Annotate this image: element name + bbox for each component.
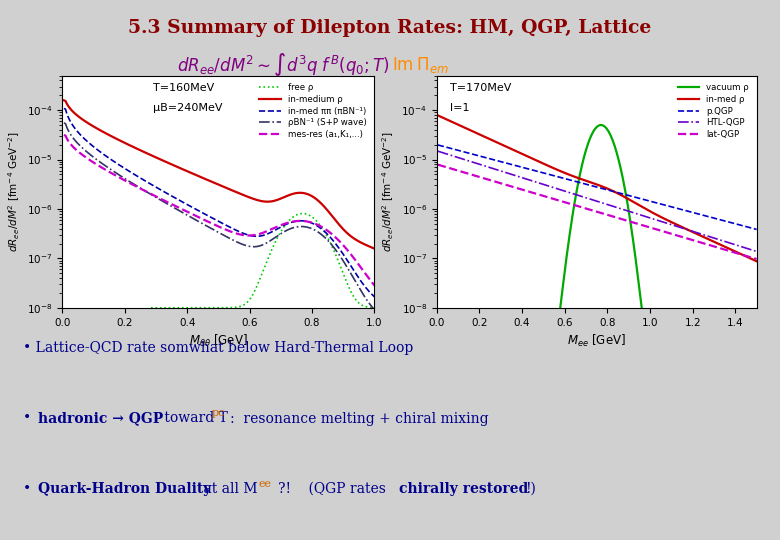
Text: toward T: toward T — [160, 411, 228, 426]
Text: ?!    (QGP rates: ?! (QGP rates — [278, 482, 390, 496]
Text: μB=240MeV: μB=240MeV — [153, 104, 222, 113]
Text: $dR_{ee}/dM^2 \sim \int d^3q\; f^{\,B}(q_0;T)\;$: $dR_{ee}/dM^2 \sim \int d^3q\; f^{\,B}(q… — [177, 51, 390, 78]
Text: l=1: l=1 — [449, 104, 469, 113]
Legend: vacuum ρ, in-med ρ, p.QGP, HTL-QGP, lat-QGP: vacuum ρ, in-med ρ, p.QGP, HTL-QGP, lat-… — [674, 80, 752, 142]
Text: at all M: at all M — [199, 482, 257, 496]
Y-axis label: $dR_{ee}/dM^2$ [fm$^{-4}$ GeV$^{-2}$]: $dR_{ee}/dM^2$ [fm$^{-4}$ GeV$^{-2}$] — [381, 131, 396, 252]
Text: 5.3 Summary of Dilepton Rates: HM, QGP, Lattice: 5.3 Summary of Dilepton Rates: HM, QGP, … — [129, 19, 651, 37]
Text: • Lattice-QCD rate somwhat below Hard-Thermal Loop: • Lattice-QCD rate somwhat below Hard-Th… — [23, 341, 413, 355]
X-axis label: $M_{\theta\theta}$ [GeV]: $M_{\theta\theta}$ [GeV] — [189, 333, 248, 349]
Text: •: • — [23, 482, 36, 496]
Text: T=160MeV: T=160MeV — [153, 83, 214, 92]
Text: ee: ee — [259, 478, 272, 489]
X-axis label: $M_{ee}$ [GeV]: $M_{ee}$ [GeV] — [567, 333, 626, 349]
Text: pc: pc — [212, 408, 225, 418]
Text: •: • — [23, 411, 36, 426]
Text: :  resonance melting + chiral mixing: : resonance melting + chiral mixing — [230, 411, 489, 426]
Y-axis label: $dR_{ee}/dM^2$ [fm$^{-4}$ GeV$^{-2}$]: $dR_{ee}/dM^2$ [fm$^{-4}$ GeV$^{-2}$] — [6, 131, 22, 252]
Text: $\mathrm{Im}\;\Pi_{em}$: $\mathrm{Im}\;\Pi_{em}$ — [392, 55, 449, 75]
Legend: free ρ, in-medium ρ, in-med ππ (πBN⁻¹), ρBN⁻¹ (S+P wave), mes-res (a₁,K₁,...): free ρ, in-medium ρ, in-med ππ (πBN⁻¹), … — [256, 80, 370, 142]
Text: chirally restored: chirally restored — [399, 482, 528, 496]
Text: !): !) — [525, 482, 536, 496]
Text: T=170MeV: T=170MeV — [449, 83, 511, 92]
Text: hadronic → QGP: hadronic → QGP — [38, 411, 164, 426]
Text: Quark-Hadron Duality: Quark-Hadron Duality — [38, 482, 211, 496]
